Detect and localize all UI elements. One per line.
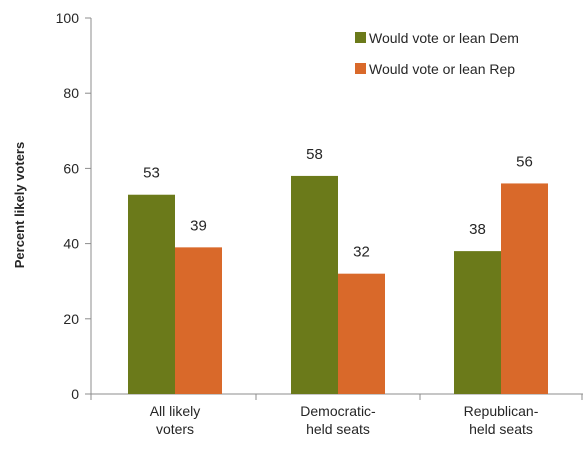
bar-rep	[338, 273, 385, 394]
bar-value-label: 32	[353, 244, 370, 261]
y-tick-label: 60	[63, 160, 79, 176]
legend-entry-label: Would vote or lean Rep	[369, 61, 515, 77]
legend-entry-label: Would vote or lean Dem	[369, 30, 519, 46]
legend: Would vote or lean Dem Would vote or lean…	[355, 30, 519, 77]
bar-dem	[454, 251, 501, 394]
x-category-label-line: All likely	[150, 403, 201, 419]
x-category-label: Republican-held seats	[464, 403, 539, 437]
y-tick-label: 100	[56, 10, 80, 26]
bar-dem	[291, 175, 338, 394]
x-category-label-line: Republican-	[464, 403, 539, 419]
bar-value-label: 38	[469, 221, 486, 238]
data-labels: 53 58 38 39 32 56	[143, 146, 533, 261]
x-category-label-line: voters	[156, 421, 194, 437]
bar-rep	[501, 183, 548, 394]
y-axis-title: Percent likely voters	[12, 142, 27, 268]
y-tick-label: 80	[63, 85, 79, 101]
x-category-label-line: Democratic-	[300, 403, 376, 419]
bars	[128, 175, 548, 394]
legend-swatch	[355, 32, 366, 43]
bar-dem	[128, 194, 175, 394]
bar-value-label: 58	[306, 146, 323, 163]
x-category-label-line: held seats	[469, 421, 533, 437]
y-tick-label: 20	[63, 311, 79, 327]
x-category-label-line: held seats	[306, 421, 370, 437]
x-category-label: Democratic-held seats	[300, 403, 376, 437]
bar-value-label: 39	[190, 217, 207, 234]
x-category-label: All likely voters	[150, 403, 201, 437]
bar-value-label: 53	[143, 165, 160, 182]
axes: 0 20 40 60 80 100 All likely voters Democratic-h…	[56, 10, 583, 437]
y-tick-label: 0	[71, 386, 79, 402]
bar-value-label: 56	[516, 153, 533, 170]
y-tick-label: 40	[63, 236, 79, 252]
legend-swatch	[355, 63, 366, 74]
bar-rep	[175, 247, 222, 394]
